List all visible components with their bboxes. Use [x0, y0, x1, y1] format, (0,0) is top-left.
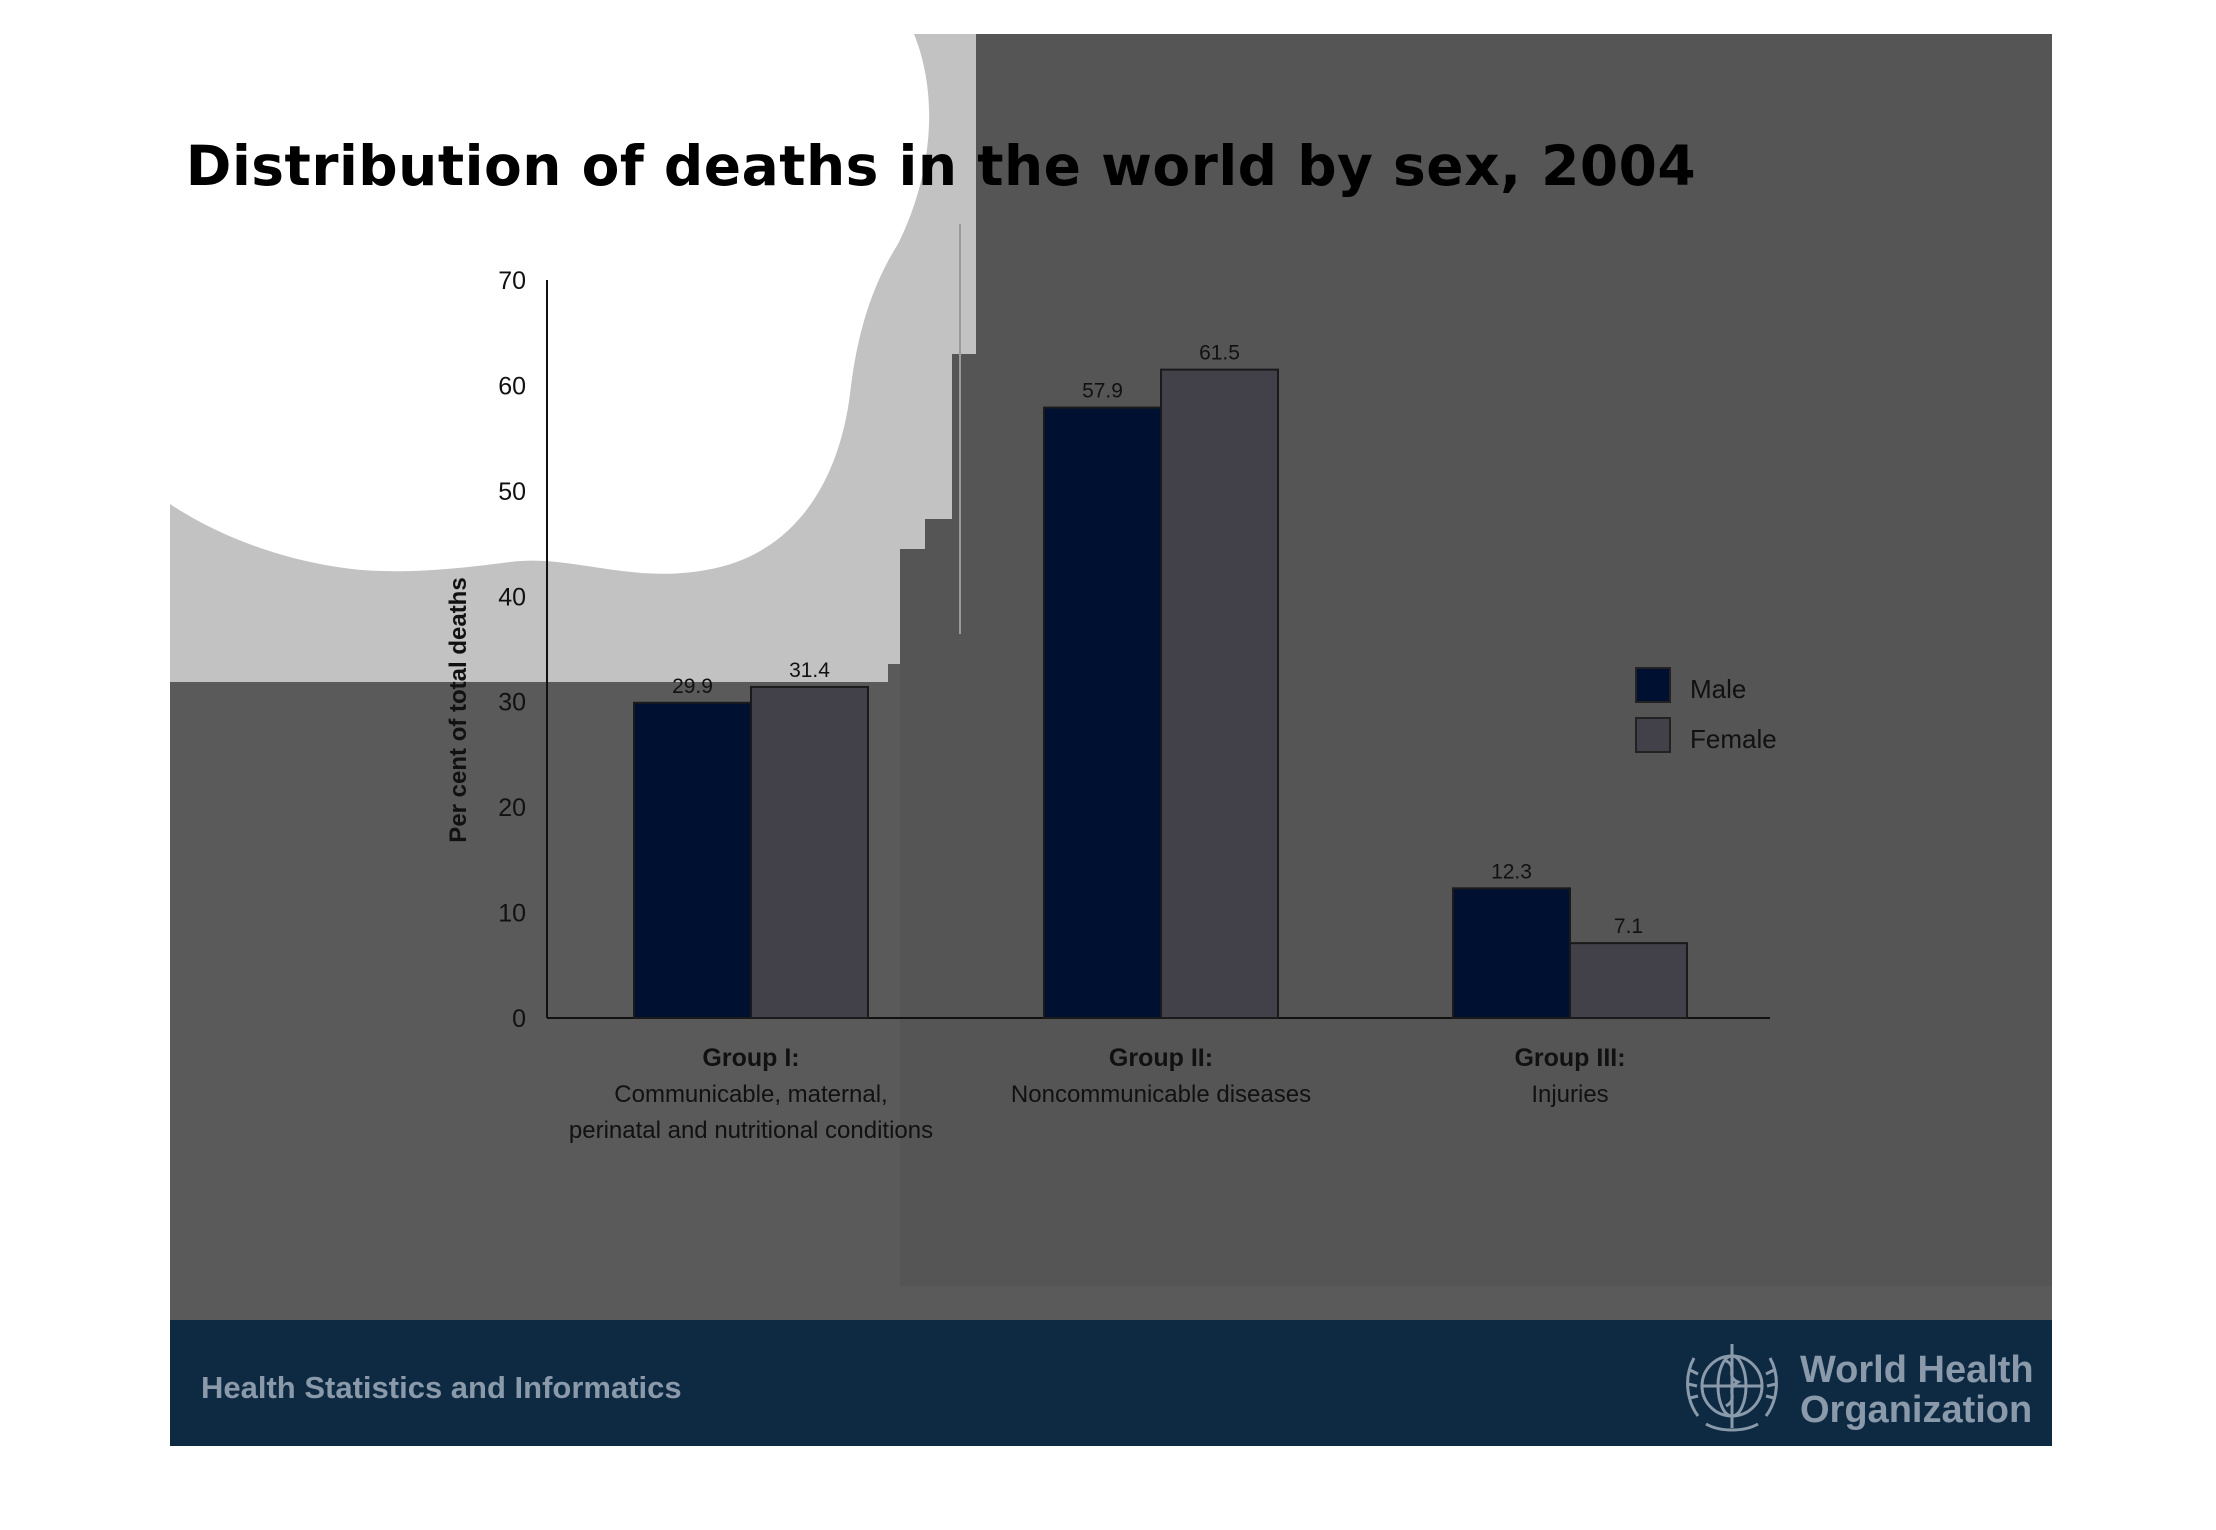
- y-tick-label: 20: [498, 794, 526, 822]
- bar-value-label: 61.5: [1199, 342, 1240, 365]
- y-tick-label: 40: [498, 583, 526, 611]
- bar-value-label: 57.9: [1082, 380, 1123, 403]
- who-emblem-icon: [1686, 1344, 1778, 1432]
- y-tick-label: 30: [498, 689, 526, 717]
- y-tick-label: 70: [498, 267, 526, 295]
- who-name: World Health Organization: [1800, 1349, 2034, 1431]
- bar-value-label: 7.1: [1614, 915, 1643, 938]
- legend-swatch-female: [1635, 717, 1671, 753]
- y-tick-label: 50: [498, 478, 526, 506]
- bar-male-1: [1043, 406, 1162, 1020]
- legend-label-female: Female: [1690, 724, 1777, 754]
- bar-male-2: [1452, 887, 1571, 1020]
- footer-bar: Health Statistics and Informatics World …: [170, 1320, 2052, 1446]
- bar-value-label: 12.3: [1491, 860, 1532, 883]
- y-axis-label: Per cent of total deaths: [445, 577, 472, 842]
- bar-male-0: [633, 701, 752, 1019]
- bar-value-label: 31.4: [789, 659, 830, 682]
- x-category-labels: Group I: Communicable, maternal, perinatal…: [569, 1044, 1626, 1144]
- x-category-title: Group III:: [1514, 1044, 1625, 1072]
- legend-label-male: Male: [1690, 674, 1746, 704]
- bar-value-label: 29.9: [672, 675, 713, 698]
- x-category-desc: perinatal and nutritional conditions: [569, 1117, 933, 1144]
- y-tick-label: 60: [498, 372, 526, 400]
- footer-text: Health Statistics and Informatics: [201, 1370, 682, 1405]
- bar-female-1: [1160, 368, 1279, 1020]
- legend: Male Female: [1635, 667, 1777, 754]
- x-category-title: Group II:: [1109, 1044, 1213, 1072]
- x-category-desc: Noncommunicable diseases: [1011, 1081, 1311, 1108]
- y-tick-label: 0: [512, 1005, 526, 1033]
- x-category-desc: Communicable, maternal,: [614, 1081, 887, 1108]
- slide-title: Distribution of deaths in the world by s…: [185, 134, 1697, 198]
- x-category-title: Group I:: [702, 1044, 799, 1072]
- y-tick-label: 10: [498, 900, 526, 928]
- bar-data-labels: 29.9 57.9 12.3 31.4 61.5 7.1: [672, 342, 1643, 939]
- background-decoration: [170, 34, 2052, 1286]
- legend-swatch-male: [1635, 667, 1671, 703]
- bar-female-0: [750, 685, 869, 1019]
- y-tick-labels: 0 10 20 30 40 50 60 70: [498, 267, 526, 1033]
- who-logo: World Health Organization: [1676, 1332, 2036, 1436]
- x-category-desc: Injuries: [1531, 1081, 1608, 1108]
- bars: [633, 368, 1688, 1020]
- slide: 0 10 20 30 40 50 60 70 29.9 57.9 12.3 31.4 61.5 7.1 …: [170, 34, 2052, 1446]
- bar-female-2: [1569, 942, 1688, 1019]
